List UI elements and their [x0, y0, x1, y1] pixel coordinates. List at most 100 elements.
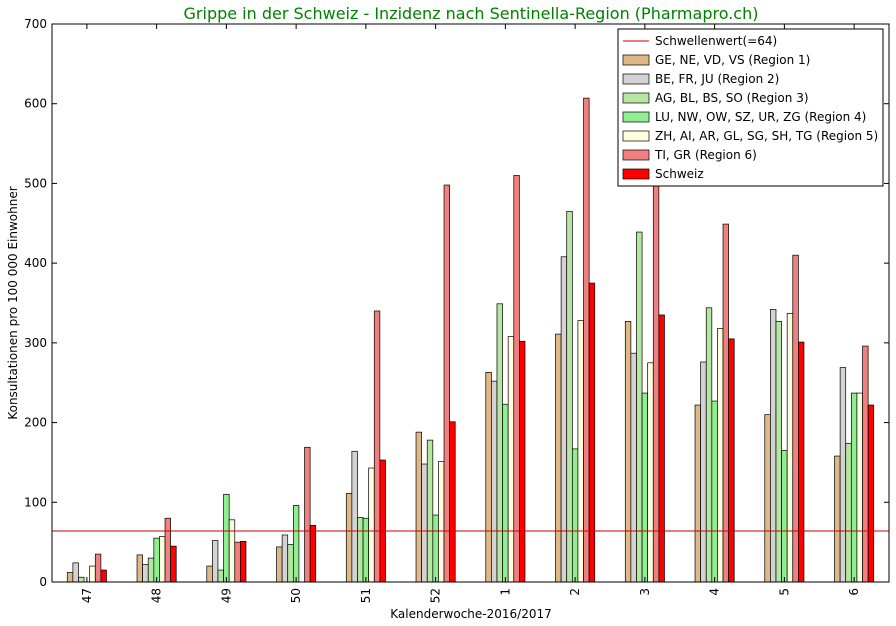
legend: Schwellenwert(=64) GE, NE, VD, VS (Region… — [617, 28, 884, 187]
bar-series-6-week-4 — [722, 223, 729, 583]
x-tick-label: 51 — [359, 588, 373, 603]
bar-series-5-week-52 — [438, 461, 445, 583]
bar-series-7-week-48 — [170, 545, 177, 583]
y-tick-label: 0 — [39, 575, 47, 589]
bar-series-3-week-1 — [496, 303, 503, 583]
bar-series-3-week-6 — [845, 442, 852, 583]
bar-series-1-week-3 — [624, 320, 632, 583]
y-axis: 0 100 200 300 400 500 600 700 — [24, 17, 889, 589]
bar-series-1-week-4 — [694, 404, 701, 583]
x-axis: 47 48 49 50 51 52 1 2 3 4 5 6 — [80, 24, 861, 603]
bar-series-4-week-3 — [641, 392, 649, 583]
bar-series-6-week-48 — [164, 517, 171, 583]
bar-series-5-week-2 — [577, 320, 584, 583]
legend-swatch-2 — [622, 73, 650, 85]
bar-series-5-week-48 — [159, 536, 166, 583]
bar-series-4-week-1 — [502, 403, 509, 583]
bar-series-7-week-51 — [379, 459, 386, 583]
bar-series-3-week-51 — [357, 517, 364, 583]
legend-label-1: GE, NE, VD, VS (Region 1) — [655, 53, 810, 67]
legend-swatch-5 — [622, 130, 650, 142]
bar-series-7-week-6 — [867, 404, 875, 583]
bar-series-1-week-52 — [415, 431, 422, 583]
bar-series-3-week-48 — [147, 557, 155, 583]
bar-series-6-week-51 — [373, 310, 381, 583]
x-tick-label: 6 — [847, 588, 861, 596]
bar-series-5-week-47 — [89, 565, 96, 583]
bar-series-4-week-6 — [850, 392, 858, 583]
bar-series-3-week-49 — [217, 569, 224, 583]
x-axis-title: Kalenderwoche-2016/2017 — [390, 607, 551, 621]
y-tick-label: 700 — [24, 17, 47, 31]
bar-series-2-week-1 — [491, 380, 498, 583]
bar-series-7-week-1 — [519, 340, 526, 583]
legend-label-threshold: Schwellenwert(=64) — [655, 34, 777, 48]
chart-title: Grippe in der Schweiz - Inzidenz nach Se… — [184, 4, 759, 23]
bar-series-1-week-48 — [136, 554, 143, 583]
legend-label-4: LU, NW, OW, SZ, UR, ZG (Region 4) — [655, 110, 866, 124]
bar-series-6-week-2 — [583, 97, 590, 583]
bar-series-1-week-51 — [345, 493, 353, 583]
bar-series-2-week-5 — [770, 309, 777, 583]
bar-series-4-week-2 — [571, 448, 579, 583]
bar-series-1-week-2 — [555, 333, 562, 583]
bar-series-6-week-3 — [652, 183, 660, 583]
legend-swatch-1 — [622, 54, 650, 66]
legend-label-3: AG, BL, BS, SO (Region 3) — [655, 91, 809, 105]
bar-series-4-week-50 — [292, 505, 300, 583]
x-tick-label: 50 — [289, 588, 303, 603]
bar-series-3-week-5 — [775, 320, 782, 583]
legend-label-2: BE, FR, JU (Region 2) — [655, 72, 779, 86]
legend-swatch-7 — [622, 168, 650, 180]
bar-series-3-week-47 — [78, 576, 85, 583]
x-tick-label: 3 — [638, 588, 652, 596]
y-tick-label: 300 — [24, 336, 47, 350]
bar-series-2-week-4 — [700, 361, 707, 583]
bar-series-6-week-49 — [234, 541, 241, 583]
y-tick-label: 600 — [24, 97, 47, 111]
bar-series-4-week-5 — [781, 450, 788, 583]
bar-series-2-week-3 — [630, 352, 637, 583]
bar-series-6-week-1 — [513, 175, 520, 583]
bar-series-5-week-1 — [507, 336, 515, 583]
bar-series-7-week-52 — [449, 421, 456, 583]
bar-series-6-week-50 — [304, 446, 311, 583]
bar-series-5-week-5 — [786, 313, 794, 583]
bar-series-1-week-49 — [206, 565, 213, 583]
legend-label-7: Schweiz — [655, 167, 704, 181]
y-axis-title: Konsultationen pro 100 000 Einwohner — [6, 186, 20, 419]
y-tick-label: 100 — [24, 495, 47, 509]
bar-series-7-week-5 — [798, 341, 805, 583]
legend-swatch-4 — [622, 111, 650, 123]
plot-frame — [51, 23, 890, 583]
bar-series-4-week-49 — [223, 493, 230, 583]
bar-series-2-week-2 — [560, 256, 568, 583]
bar-series-1-week-1 — [485, 372, 492, 583]
bar-series-6-week-6 — [862, 345, 869, 583]
bar-series-7-week-2 — [588, 282, 596, 583]
bar-series-6-week-47 — [94, 553, 102, 583]
bar-series-1-week-5 — [764, 414, 771, 583]
bar-series-1-week-50 — [276, 546, 283, 583]
bar-series-2-week-51 — [351, 450, 358, 583]
legend-swatch-3 — [622, 92, 650, 104]
x-tick-label: 48 — [150, 588, 164, 603]
bar-series-3-week-4 — [705, 307, 713, 583]
bar-series-2-week-47 — [72, 562, 79, 583]
bar-series-7-week-4 — [728, 338, 735, 583]
bar-series-4-week-4 — [711, 400, 718, 583]
bar-series-7-week-3 — [658, 314, 665, 583]
legend-label-5: ZH, AI, AR, GL, SG, SH, TG (Region 5) — [655, 129, 878, 143]
bar-series-2-week-50 — [281, 534, 289, 583]
bar-series-5-week-49 — [228, 519, 236, 583]
bar-series-5-week-51 — [368, 467, 375, 583]
x-tick-label: 47 — [80, 588, 94, 603]
bar-series-3-week-50 — [287, 544, 294, 583]
bar-series-5-week-3 — [647, 362, 654, 583]
x-tick-label: 4 — [708, 588, 722, 596]
x-tick-label: 52 — [429, 588, 443, 603]
bar-series-7-week-49 — [240, 540, 247, 583]
bar-series-6-week-5 — [792, 254, 799, 583]
bar-series-7-week-47 — [100, 569, 107, 583]
